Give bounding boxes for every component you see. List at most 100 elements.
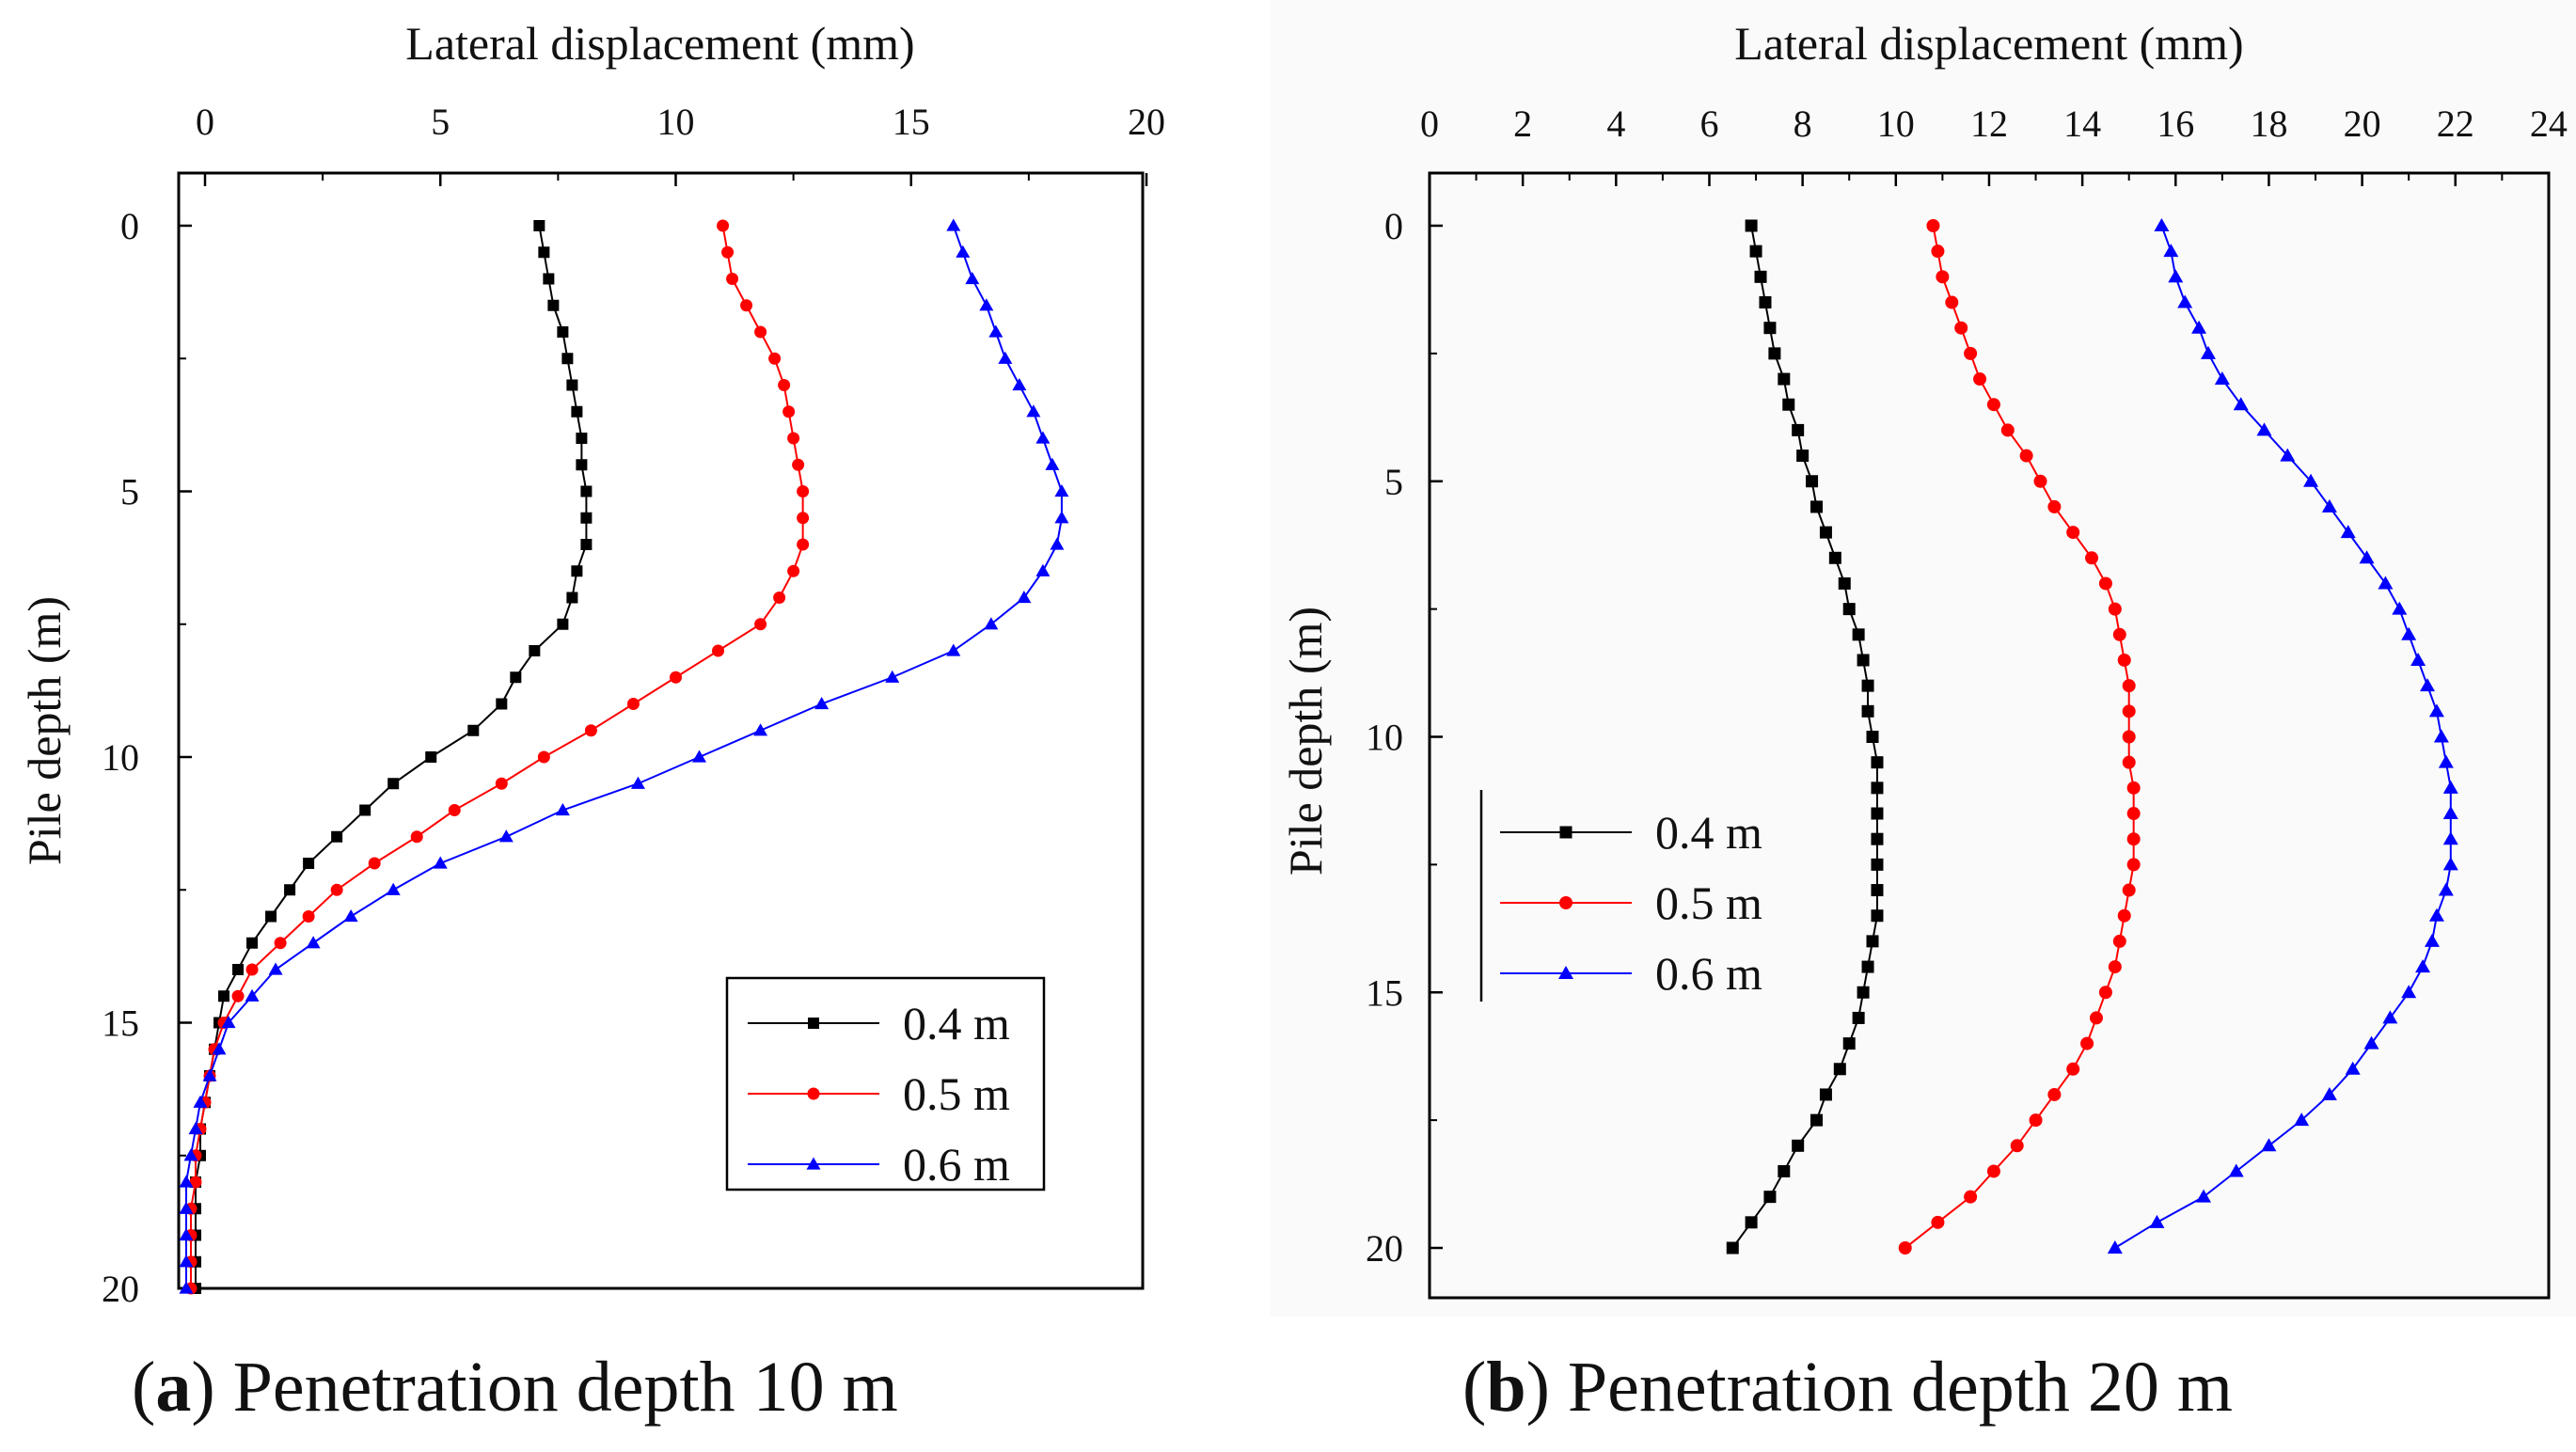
data-point: [2410, 652, 2426, 666]
data-point: [179, 1175, 194, 1188]
data-point: [754, 325, 767, 339]
data-point: [787, 432, 800, 445]
data-point: [1035, 431, 1051, 444]
data-point: [797, 538, 810, 551]
data-point: [740, 299, 753, 312]
x-tick-label: 20: [2344, 103, 2381, 145]
y-ticks-a: 0 5 10 15 20: [102, 205, 192, 1310]
data-point: [2112, 627, 2126, 641]
data-point: [2080, 1036, 2094, 1050]
data-point: [2168, 269, 2184, 283]
data-point: [330, 883, 343, 896]
y-tick-label: 20: [1366, 1227, 1403, 1270]
data-point: [2177, 294, 2193, 308]
data-point: [2085, 551, 2099, 565]
data-point: [1782, 398, 1795, 411]
x-tick-label: 6: [1699, 103, 1718, 145]
caption-a: (a) Penetration depth 10 m: [132, 1348, 898, 1427]
data-point: [1871, 756, 1884, 769]
data-point: [1926, 219, 1940, 232]
x-tick-label: 15: [893, 101, 930, 143]
data-point: [2122, 679, 2136, 693]
data-point: [246, 937, 259, 949]
series-0p6m: [2107, 218, 2458, 1254]
data-point: [885, 670, 900, 683]
y-ticks-b: 0 5 10 15 20: [1366, 205, 1443, 1270]
data-point: [2098, 576, 2112, 591]
data-point: [2214, 371, 2230, 386]
data-point: [510, 671, 522, 684]
data-point: [2363, 1035, 2379, 1050]
data-point: [2122, 730, 2136, 744]
data-point: [1745, 219, 1758, 232]
data-point: [2442, 780, 2458, 794]
data-point: [1986, 1164, 2000, 1178]
data-point: [1931, 245, 1945, 259]
data-point: [2428, 908, 2444, 922]
data-point: [1986, 398, 2000, 412]
x-tick-label: 10: [657, 101, 695, 143]
data-point: [792, 458, 805, 471]
data-point: [2019, 449, 2033, 463]
data-point: [2117, 653, 2131, 667]
data-point: [1871, 909, 1884, 923]
data-point: [268, 962, 283, 975]
series-0p4m: [1726, 219, 1884, 1255]
data-point: [538, 246, 550, 259]
data-point: [1945, 295, 1959, 309]
data-point: [2256, 422, 2272, 436]
legend-a: 0.4 m 0.5 m 0.6 m: [725, 976, 1046, 1192]
data-point: [1871, 884, 1884, 897]
data-point: [1054, 484, 1069, 497]
legend-box-a: [725, 976, 1046, 1192]
x-tick-label: 22: [2437, 103, 2474, 145]
data-point: [533, 220, 545, 231]
data-point: [543, 273, 555, 285]
data-point: [580, 485, 593, 497]
data-point: [2303, 473, 2319, 487]
series-0p6m: [179, 218, 1069, 1294]
data-point: [2122, 704, 2136, 718]
data-point: [797, 512, 810, 525]
legend-marker: [807, 1087, 820, 1100]
data-point: [193, 1095, 208, 1108]
y-tick-label: 15: [1366, 971, 1403, 1014]
data-point: [425, 751, 437, 763]
data-point: [183, 1148, 198, 1161]
data-point: [717, 219, 730, 232]
data-point: [778, 379, 791, 391]
data-point: [2294, 1113, 2310, 1127]
data-point: [965, 272, 980, 285]
data-point: [2047, 1087, 2062, 1101]
data-point: [946, 643, 961, 656]
data-point: [387, 778, 400, 790]
data-point: [2321, 498, 2337, 513]
data-point: [1871, 807, 1884, 820]
panel-b: Lateral displacement (mm) Pile depth (m)…: [1270, 0, 2576, 1427]
x-axis-title-b: Lateral displacement (mm): [1734, 17, 2243, 70]
data-point: [1838, 576, 1851, 590]
data-point: [343, 909, 358, 923]
data-point: [1796, 450, 1810, 463]
data-point: [202, 1068, 217, 1081]
data-point: [1026, 404, 1041, 418]
data-point: [448, 804, 461, 816]
series-b: [1726, 218, 2458, 1255]
data-point: [557, 326, 569, 338]
data-point: [498, 829, 514, 843]
data-point: [1842, 603, 1856, 616]
y-tick-label: 0: [120, 205, 139, 247]
data-point: [2108, 602, 2122, 616]
data-point: [1054, 511, 1069, 524]
data-point: [1898, 1241, 1912, 1255]
data-point: [2149, 1214, 2165, 1228]
data-point: [1871, 781, 1884, 795]
legend-label: 0.6 m: [1655, 947, 1762, 1000]
data-point: [231, 989, 245, 1002]
x-tick-label: 2: [1513, 103, 1532, 145]
data-point: [274, 937, 287, 950]
data-point: [2345, 1061, 2361, 1075]
data-point: [1035, 563, 1051, 576]
data-point: [1810, 500, 1824, 513]
